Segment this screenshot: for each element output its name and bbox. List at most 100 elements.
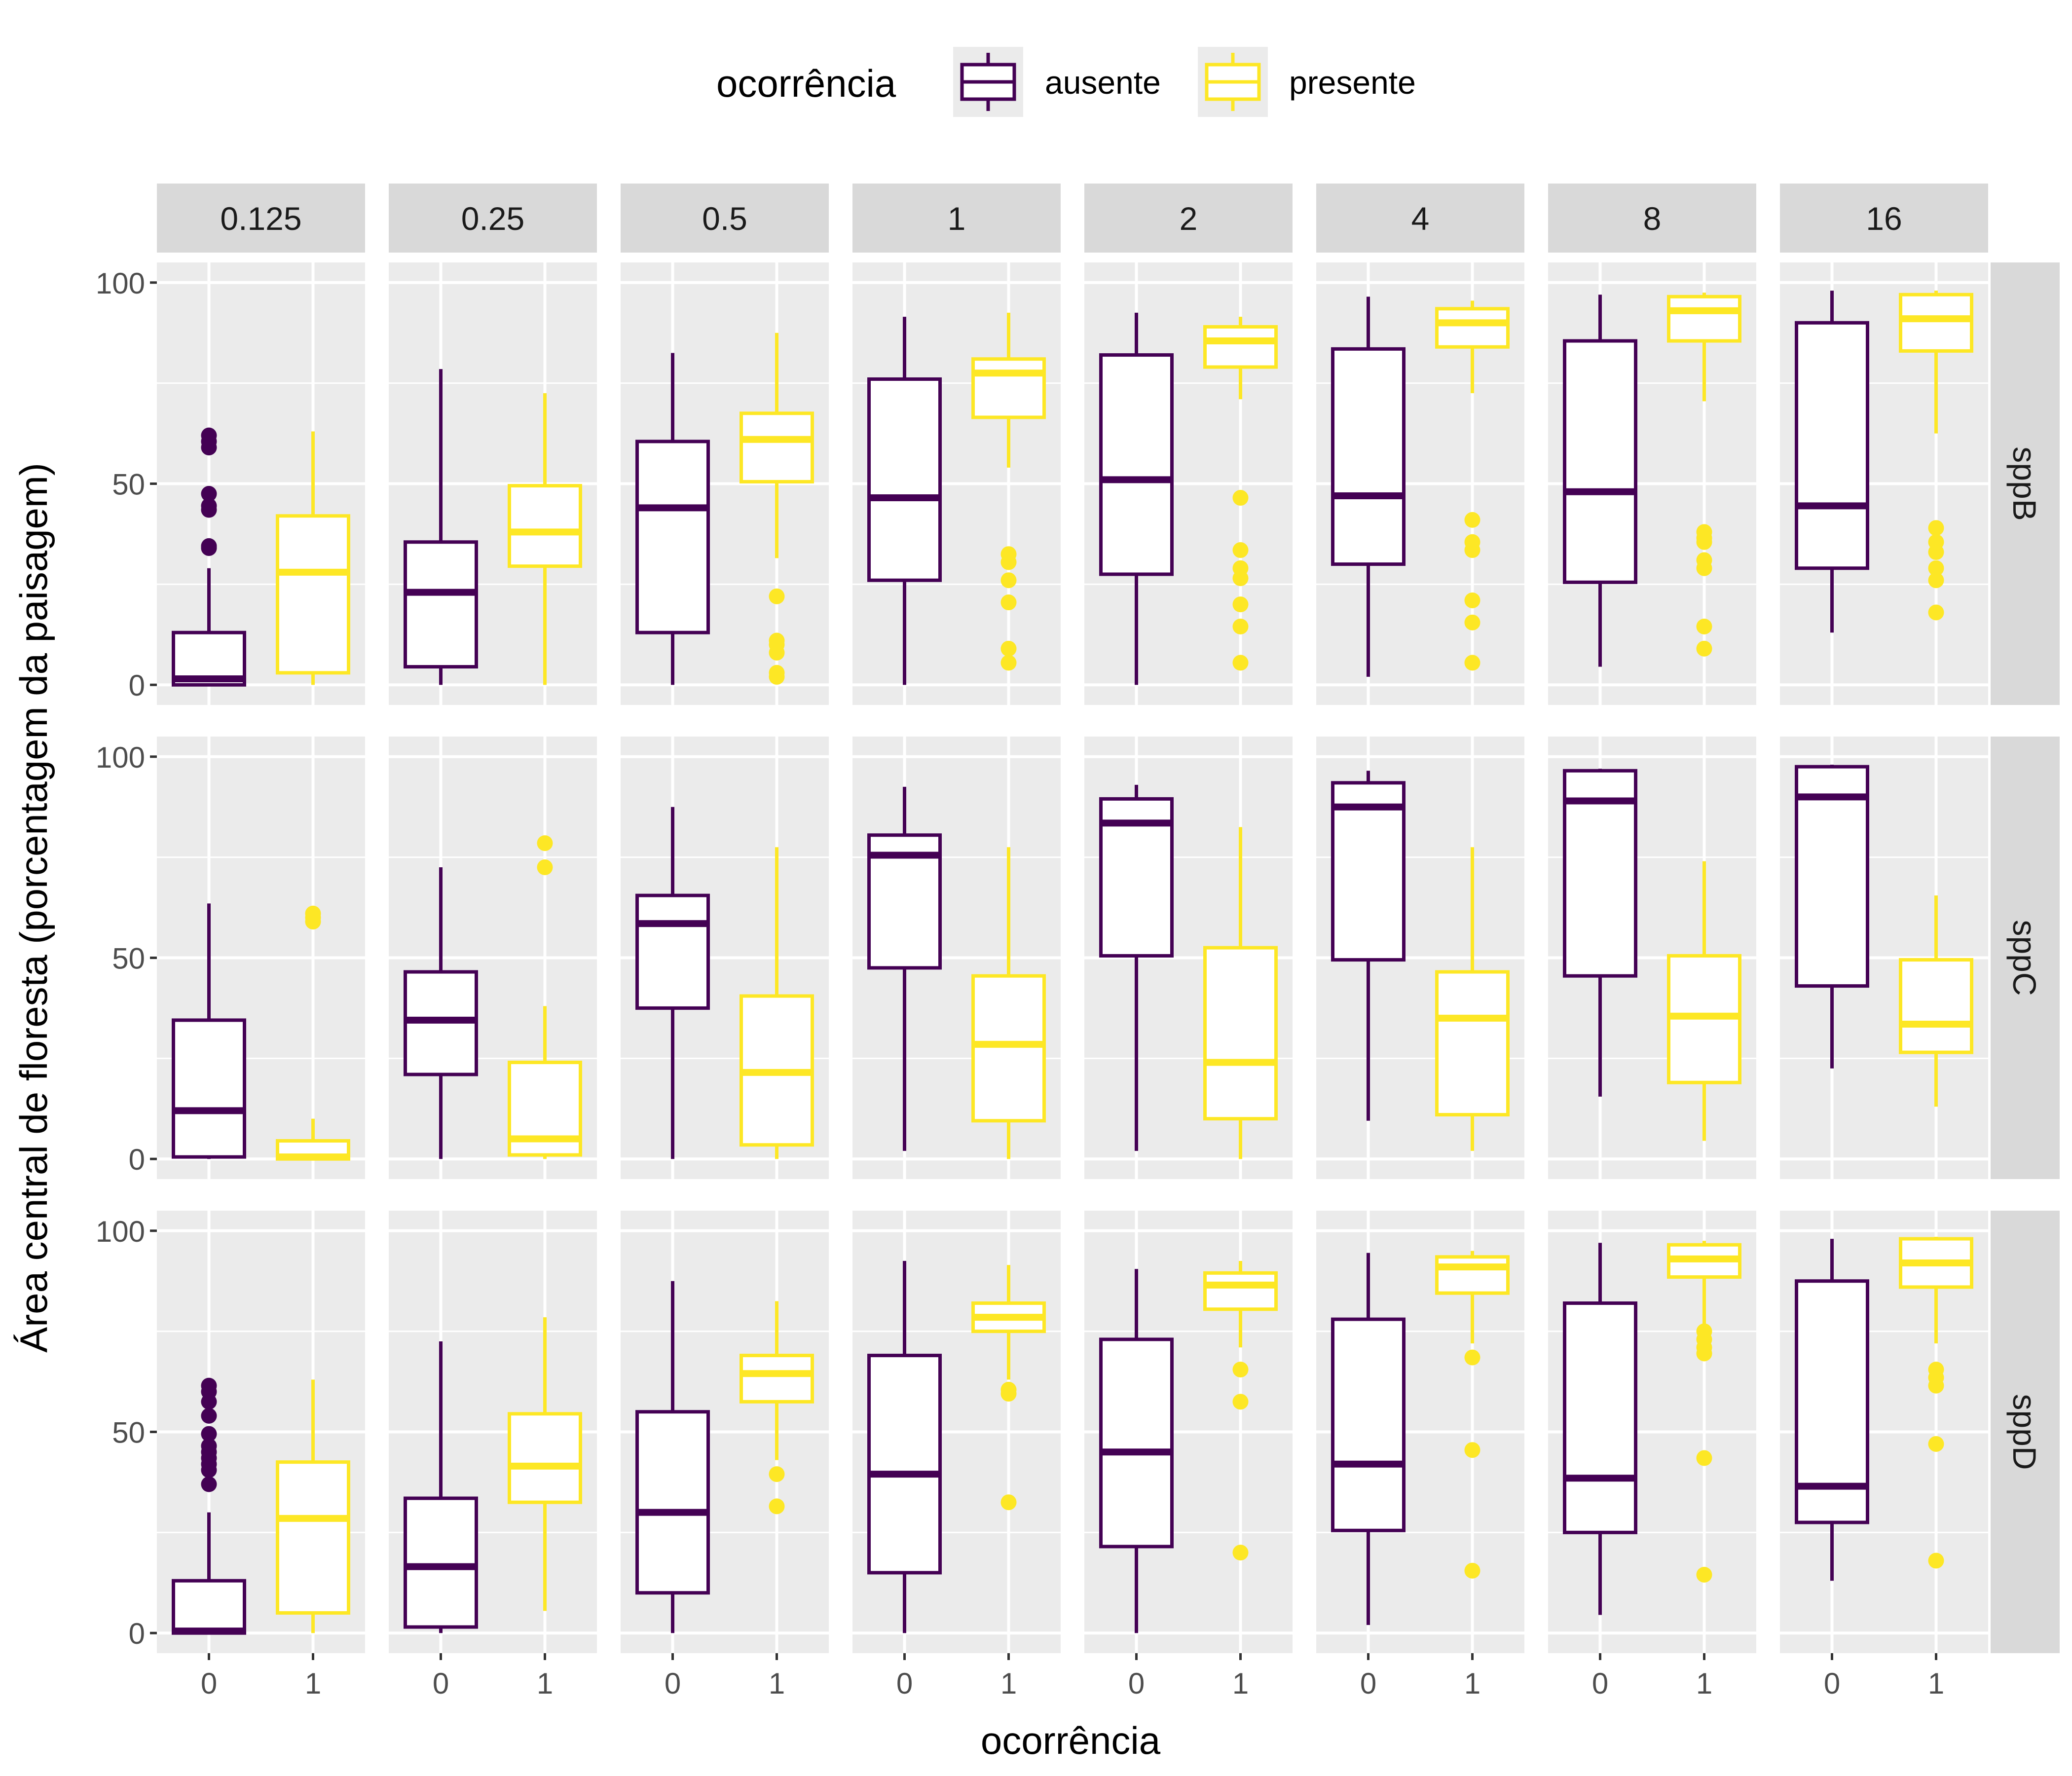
- box: [276, 514, 350, 675]
- outlier-point: [1232, 596, 1249, 613]
- x-tick-label: 0: [1360, 1667, 1376, 1700]
- box: [740, 411, 814, 483]
- x-tick-label: 0: [1824, 1667, 1840, 1700]
- facet-label-4: 4: [1411, 200, 1430, 237]
- y-tick-label: 0: [129, 1143, 145, 1176]
- x-tick-label: 0: [1592, 1667, 1608, 1700]
- box: [971, 974, 1046, 1123]
- box: [1435, 1255, 1510, 1295]
- box: [1203, 946, 1278, 1121]
- facet-strip-top: [157, 184, 365, 253]
- outlier-point: [1696, 552, 1712, 568]
- outlier-point: [1000, 640, 1017, 657]
- outlier-point: [1464, 592, 1480, 608]
- box: [1563, 1301, 1637, 1534]
- y-tick-label: 100: [96, 267, 145, 300]
- box: [1563, 339, 1637, 584]
- facet-label-0.125: 0.125: [220, 200, 301, 237]
- outlier-point: [1000, 1494, 1017, 1511]
- outlier-point: [305, 905, 321, 922]
- outlier-point: [1000, 594, 1017, 611]
- x-tick-label: 0: [896, 1667, 913, 1700]
- outlier-point: [1232, 1545, 1249, 1561]
- y-tick-label: 100: [96, 741, 145, 774]
- outlier-point: [1928, 534, 1944, 550]
- outlier-point: [1696, 1323, 1712, 1339]
- x-tick-label: 1: [1464, 1667, 1480, 1700]
- y-tick-label: 50: [112, 468, 145, 501]
- facet-strip-top: [852, 184, 1061, 253]
- outlier-point: [201, 1438, 217, 1454]
- box: [172, 1018, 246, 1159]
- y-tick-label: 50: [112, 1416, 145, 1449]
- legend-key-presente: [1198, 47, 1268, 117]
- outlier-point: [769, 665, 785, 681]
- x-tick-label: 0: [1128, 1667, 1145, 1700]
- box: [635, 440, 710, 634]
- facet-label-sppD: sppD: [2006, 1394, 2043, 1470]
- legend: ocorrência ausente presente: [716, 47, 1416, 117]
- box: [740, 1354, 814, 1404]
- x-tick-label: 1: [1928, 1667, 1944, 1700]
- outlier-point: [1928, 1436, 1944, 1452]
- outlier-point: [1464, 1442, 1480, 1458]
- outlier-point: [1928, 604, 1944, 621]
- box: [1203, 325, 1278, 369]
- outlier-point: [1232, 655, 1249, 671]
- box: [508, 484, 582, 568]
- outlier-point: [1232, 1362, 1249, 1378]
- box: [867, 377, 942, 582]
- outlier-point: [537, 859, 553, 876]
- outlier-point: [1232, 542, 1249, 558]
- outlier-point: [201, 1377, 217, 1394]
- box: [1795, 321, 1869, 570]
- box: [404, 1496, 478, 1629]
- outlier-point: [1232, 1394, 1249, 1410]
- y-tick-label: 0: [129, 1617, 145, 1650]
- x-tick-label: 1: [1696, 1667, 1712, 1700]
- legend-label-presente: presente: [1289, 64, 1416, 101]
- facet-label-8: 8: [1643, 200, 1662, 237]
- facet-strip-right: [1991, 262, 2060, 705]
- box: [1899, 958, 1973, 1054]
- box: [635, 893, 710, 1010]
- y-tick-label: 100: [96, 1215, 145, 1248]
- outlier-point: [1000, 572, 1017, 589]
- box: [1331, 781, 1406, 962]
- box: [1435, 307, 1510, 349]
- x-tick-label: 1: [1232, 1667, 1249, 1700]
- x-axis-title: ocorrência: [981, 1719, 1161, 1762]
- box: [276, 1460, 350, 1615]
- facet-grid: 0.125 0.25 0.5 1 2 4 8 16sppBsppCsppD0501000501…: [96, 184, 2060, 1700]
- facet-label-1: 1: [948, 200, 966, 237]
- outlier-point: [1464, 512, 1480, 528]
- outlier-point: [1696, 1566, 1712, 1583]
- facet-label-0.25: 0.25: [461, 200, 524, 237]
- outlier-point: [537, 835, 553, 851]
- outlier-point: [1696, 640, 1712, 657]
- box: [971, 357, 1046, 419]
- x-tick-label: 0: [665, 1667, 681, 1700]
- outlier-point: [1464, 614, 1480, 630]
- outlier-point: [1928, 560, 1944, 576]
- box: [1099, 353, 1174, 576]
- box: [1331, 1317, 1406, 1532]
- facet-strip-right: [1991, 1211, 2060, 1653]
- outlier-point: [1696, 618, 1712, 634]
- box: [1795, 1279, 1869, 1524]
- facet-strip-right: [1991, 737, 2060, 1179]
- outlier-point: [769, 632, 785, 649]
- box: [404, 540, 478, 669]
- box: [867, 1354, 942, 1575]
- outlier-point: [1928, 1362, 1944, 1378]
- outlier-point: [1000, 546, 1017, 562]
- box: [1667, 295, 1741, 343]
- legend-label-ausente: ausente: [1045, 64, 1161, 101]
- facet-strip-top: [1316, 184, 1524, 253]
- legend-key-ausente: [953, 47, 1023, 117]
- box: [1331, 347, 1406, 566]
- outlier-point: [1232, 618, 1249, 634]
- outlier-point: [201, 1426, 217, 1442]
- outlier-point: [1464, 655, 1480, 671]
